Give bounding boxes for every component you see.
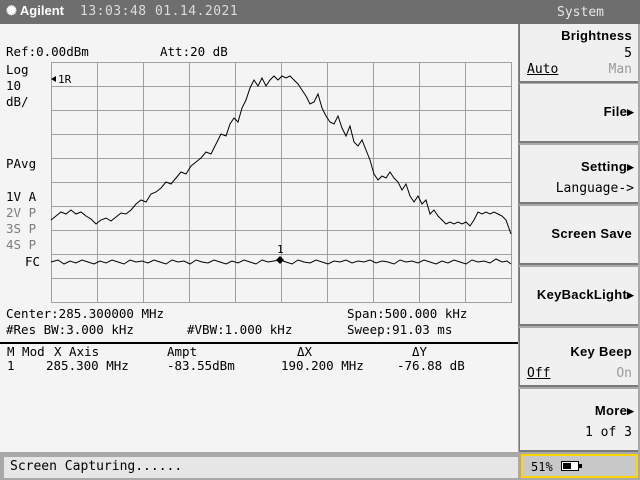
trace-1-line: [50, 75, 512, 235]
arrow-right-icon: ▸: [627, 403, 634, 418]
trace-3-status: 3S P: [6, 221, 37, 236]
battery-icon: [561, 461, 579, 471]
arrow-right-icon: ▸: [627, 287, 634, 302]
detector-mode: PAvg: [6, 156, 37, 171]
menu-title: System: [557, 5, 604, 20]
softkey-brightness-label: Brightness: [561, 28, 632, 43]
softkey-keybacklight-label: KeyBackLight▸: [536, 287, 634, 302]
softkey-more-page: 1 of 3: [585, 425, 632, 440]
reference-marker: [51, 76, 56, 82]
datetime: 13:03:48 01.14.2021: [80, 4, 239, 19]
softkey-setting-sub: Language->: [555, 181, 634, 196]
grid-lines: [51, 62, 512, 303]
center-frequency: Center:285.300000 MHz: [6, 306, 165, 321]
softkey-setting[interactable]: Setting▸ Language->: [519, 145, 638, 204]
row-marker-number: 1: [7, 358, 15, 373]
title-bar: ✺ Agilent 13:03:48 01.14.2021 System: [0, 0, 640, 24]
softkey-brightness[interactable]: Brightness 5 Auto Man: [519, 24, 638, 83]
softkey-brightness-auto: Auto: [527, 62, 559, 77]
brand-label: Agilent: [19, 3, 64, 18]
attenuation: Att:20 dB: [160, 44, 228, 59]
marker-diamond: [276, 256, 284, 264]
trace-2-status: 2V P: [6, 205, 37, 220]
softkey-setting-label: Setting▸: [581, 159, 634, 174]
scale-type: Log: [6, 62, 29, 77]
row-delta-x-value: 190.200 MHz: [281, 358, 364, 373]
col-header-delta-y: ΔY: [412, 344, 428, 359]
softkey-file-label: File▸: [603, 104, 634, 119]
row-ampt-value: -83.55dBm: [167, 358, 235, 373]
softkey-screen-save-label: Screen Save: [551, 226, 632, 241]
agilent-spark-icon: ✺: [6, 3, 17, 18]
col-header-ampt: Ampt: [167, 344, 198, 359]
spectrum-graticule: [50, 62, 512, 303]
freq-count-label: FC: [25, 254, 41, 269]
softkey-brightness-man: Man: [608, 62, 632, 77]
sweep-time: Sweep:91.03 ms: [347, 322, 453, 337]
softkey-more[interactable]: More▸ 1 of 3: [519, 389, 638, 452]
battery-tip: [579, 464, 582, 468]
marker-table: M Mod X Axis Ampt ΔX ΔY 1 285.300 MHz -8…: [0, 342, 518, 454]
col-header-delta-x: ΔX: [297, 344, 313, 359]
marker-1-label: 1: [277, 243, 284, 256]
battery-indicator: 51%: [521, 454, 638, 478]
softkey-brightness-value: 5: [624, 46, 632, 61]
agilent-logo: ✺ Agilent: [6, 3, 64, 19]
trace-4-status: 4S P: [6, 237, 37, 252]
battery-fill: [563, 463, 571, 469]
softkey-key-beep-label: Key Beep: [570, 344, 632, 359]
video-bandwidth: #VBW:1.000 kHz: [187, 322, 293, 337]
softkey-file[interactable]: File▸: [519, 84, 638, 143]
softkey-panel: Brightness 5 Auto Man File▸ Setting▸ Lan…: [519, 24, 640, 452]
status-bar: Screen Capturing......: [0, 452, 518, 480]
col-header-x-axis: X Axis: [54, 344, 100, 359]
marker-1r-label: 1R: [58, 73, 72, 86]
spectrum-display: Ref:0.00dBm Att:20 dB Log 10 dB/ PAvg 1V…: [0, 24, 519, 342]
col-header-mode: M Mod: [7, 344, 45, 359]
softkey-key-beep[interactable]: Key Beep Off On: [519, 328, 638, 387]
scale-unit: dB/: [6, 94, 29, 109]
battery-percent: 51%: [531, 460, 553, 474]
status-message: Screen Capturing......: [4, 457, 518, 478]
softkey-keybacklight[interactable]: KeyBackLight▸: [519, 267, 638, 326]
row-delta-y-value: -76.88 dB: [397, 358, 465, 373]
arrow-right-icon: ▸: [627, 159, 634, 174]
arrow-right-icon: ▸: [627, 104, 634, 119]
row-x-value: 285.300 MHz: [46, 358, 129, 373]
softkey-screen-save[interactable]: Screen Save: [519, 206, 638, 265]
softkey-key-beep-off: Off: [527, 366, 551, 381]
scale-value: 10: [6, 78, 22, 93]
resolution-bandwidth: #Res BW:3.000 kHz: [6, 322, 134, 337]
softkey-more-label: More▸: [594, 403, 634, 418]
softkey-key-beep-on: On: [616, 366, 632, 381]
trace-1-status: 1V A: [6, 189, 37, 204]
reference-level: Ref:0.00dBm: [6, 44, 89, 59]
span: Span:500.000 kHz: [347, 306, 468, 321]
